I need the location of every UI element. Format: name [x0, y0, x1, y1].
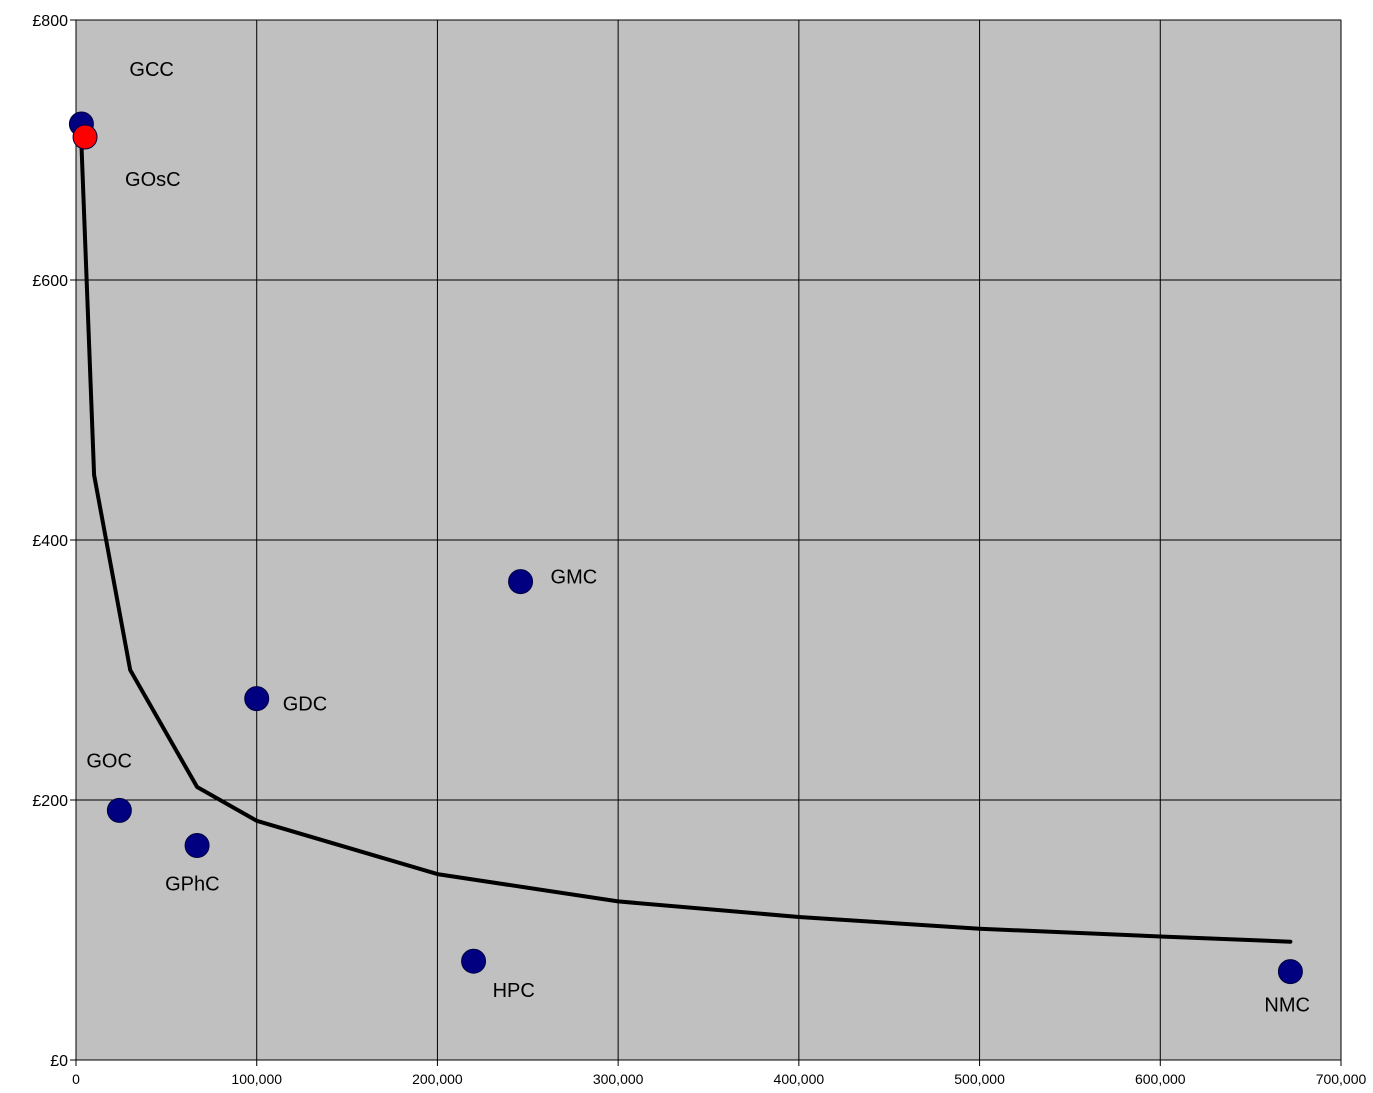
grid-lines — [76, 19, 1342, 1060]
y-tick-label: £600 — [32, 273, 68, 290]
x-tick-label: 700,000 — [1316, 1071, 1367, 1087]
data-points — [68, 111, 1303, 985]
point-label-gdc: GDC — [283, 694, 327, 716]
data-point-gmc — [508, 569, 534, 595]
tick-labels: £0 £200 £400 £600 £800 0 100,000 200,000 300,000… — [32, 13, 1366, 1087]
point-label-gphc: GPhC — [165, 874, 219, 896]
point-label-gosc: GOsC — [125, 169, 181, 191]
y-tick-label: £400 — [32, 533, 68, 550]
x-tick-label: 500,000 — [954, 1071, 1005, 1087]
point-label-gmc: GMC — [551, 567, 598, 589]
y-tick-label: £800 — [32, 13, 68, 30]
x-tick-label: 400,000 — [774, 1071, 825, 1087]
point-label-nmc: NMC — [1264, 995, 1310, 1017]
axes — [70, 19, 1342, 1066]
point-label-goc: GOC — [86, 750, 132, 772]
point-label-hpc: HPC — [493, 980, 535, 1002]
trendline-layer — [79, 141, 1293, 944]
data-point-gphc — [184, 833, 210, 858]
power-trendline — [79, 141, 1293, 944]
x-tick-label: 0 — [72, 1071, 80, 1087]
x-tick-label: 300,000 — [593, 1071, 644, 1087]
point-labels: GCC GOsC GOC GPhC GDC HPC GMC NMC — [86, 59, 1310, 1017]
data-point-nmc — [1277, 959, 1303, 985]
x-tick-label: 600,000 — [1135, 1071, 1186, 1087]
data-point-gosc — [72, 124, 98, 150]
y-tick-label: £200 — [32, 793, 68, 810]
y-tick-label: £0 — [50, 1053, 68, 1070]
data-point-hpc — [461, 948, 487, 974]
x-tick-label: 100,000 — [231, 1071, 282, 1087]
data-point-goc — [106, 797, 132, 823]
x-tick-label: 200,000 — [412, 1071, 463, 1087]
data-point-gdc — [244, 686, 270, 712]
point-label-gcc: GCC — [129, 59, 173, 81]
